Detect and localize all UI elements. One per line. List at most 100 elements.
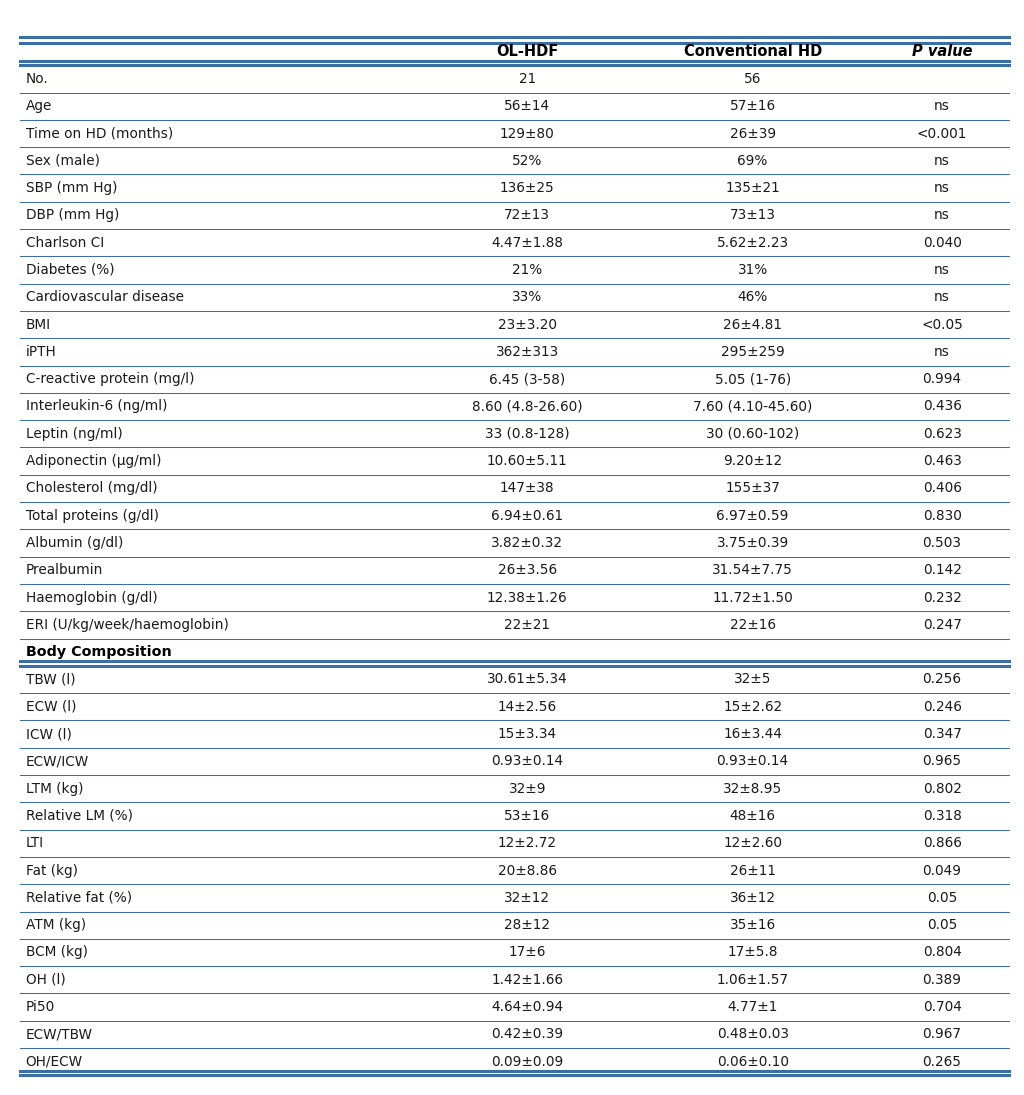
Text: 135±21: 135±21 [725,181,780,195]
Text: BMI: BMI [26,318,51,332]
Text: 7.60 (4.10-45.60): 7.60 (4.10-45.60) [693,400,812,414]
Text: 0.42±0.39: 0.42±0.39 [492,1027,563,1041]
Text: 11.72±1.50: 11.72±1.50 [713,590,793,604]
Text: C-reactive protein (mg/l): C-reactive protein (mg/l) [26,372,195,387]
Text: 15±2.62: 15±2.62 [723,700,782,714]
Text: 6.97±0.59: 6.97±0.59 [717,509,788,522]
Text: 0.040: 0.040 [923,235,962,250]
Text: OH/ECW: OH/ECW [26,1054,83,1069]
Text: 56±14: 56±14 [504,100,551,113]
Text: 0.265: 0.265 [923,1054,962,1069]
Text: Body Composition: Body Composition [26,645,171,659]
Text: 0.049: 0.049 [923,864,962,877]
Text: 5.62±2.23: 5.62±2.23 [717,235,788,250]
Text: 73±13: 73±13 [730,208,775,222]
Text: 4.64±0.94: 4.64±0.94 [492,1000,563,1014]
Text: Time on HD (months): Time on HD (months) [26,127,173,140]
Text: 33%: 33% [512,290,543,304]
Text: Prealbumin: Prealbumin [26,563,103,577]
Text: 3.75±0.39: 3.75±0.39 [717,535,788,550]
Text: OL-HDF: OL-HDF [497,44,558,59]
Text: 0.93±0.14: 0.93±0.14 [492,754,563,769]
Text: 15±3.34: 15±3.34 [498,727,557,741]
Text: 12±2.60: 12±2.60 [723,837,782,850]
Text: 33 (0.8-128): 33 (0.8-128) [485,427,569,441]
Text: 0.967: 0.967 [923,1027,962,1041]
Text: Diabetes (%): Diabetes (%) [26,263,115,277]
Text: 6.45 (3-58): 6.45 (3-58) [489,372,565,387]
Text: DBP (mm Hg): DBP (mm Hg) [26,208,119,222]
Text: 17±6: 17±6 [509,945,546,959]
Text: 295±259: 295±259 [721,345,784,359]
Text: 72±13: 72±13 [505,208,550,222]
Text: 16±3.44: 16±3.44 [723,727,782,741]
Text: 0.463: 0.463 [923,454,962,468]
Text: 0.06±0.10: 0.06±0.10 [717,1054,788,1069]
Text: 14±2.56: 14±2.56 [498,700,557,714]
Text: <0.05: <0.05 [922,318,963,332]
Text: Charlson CI: Charlson CI [26,235,103,250]
Text: 6.94±0.61: 6.94±0.61 [492,509,563,522]
Text: LTI: LTI [26,837,44,850]
Text: 20±8.86: 20±8.86 [498,864,557,877]
Text: 28±12: 28±12 [505,918,550,932]
Text: Conventional HD: Conventional HD [683,44,822,59]
Text: SBP (mm Hg): SBP (mm Hg) [26,181,117,195]
Text: 26±11: 26±11 [730,864,775,877]
Text: ICW (l): ICW (l) [26,727,72,741]
Text: 147±38: 147±38 [500,482,555,495]
Text: Relative LM (%): Relative LM (%) [26,809,132,823]
Text: ATM (kg): ATM (kg) [26,918,86,932]
Text: 0.05: 0.05 [927,891,957,904]
Text: 0.623: 0.623 [923,427,962,441]
Text: 0.965: 0.965 [923,754,962,769]
Text: 0.704: 0.704 [923,1000,962,1014]
Text: ns: ns [934,181,950,195]
Text: ns: ns [934,263,950,277]
Text: 17±5.8: 17±5.8 [727,945,778,959]
Text: 0.994: 0.994 [923,372,962,387]
Text: 53±16: 53±16 [504,809,551,823]
Text: ns: ns [934,345,950,359]
Text: Interleukin-6 (ng/ml): Interleukin-6 (ng/ml) [26,400,167,414]
Text: 4.47±1.88: 4.47±1.88 [492,235,563,250]
Text: 0.503: 0.503 [923,535,962,550]
Text: 0.48±0.03: 0.48±0.03 [717,1027,788,1041]
Text: 0.866: 0.866 [923,837,962,850]
Text: No.: No. [26,72,48,85]
Text: 0.436: 0.436 [923,400,962,414]
Text: TBW (l): TBW (l) [26,672,75,687]
Text: ECW (l): ECW (l) [26,700,76,714]
Text: 31.54±7.75: 31.54±7.75 [713,563,793,577]
Text: 32±5: 32±5 [734,672,771,687]
Text: Adiponectin (μg/ml): Adiponectin (μg/ml) [26,454,161,468]
Text: 4.77±1: 4.77±1 [727,1000,778,1014]
Text: 26±4.81: 26±4.81 [723,318,782,332]
Text: 155±37: 155±37 [725,482,780,495]
Text: 0.232: 0.232 [923,590,962,604]
Text: P value: P value [911,44,973,59]
Text: 57±16: 57±16 [729,100,776,113]
Text: 56: 56 [744,72,761,85]
Text: ECW/TBW: ECW/TBW [26,1027,92,1041]
Text: ns: ns [934,100,950,113]
Text: 0.09±0.09: 0.09±0.09 [492,1054,563,1069]
Text: 0.142: 0.142 [923,563,962,577]
Text: 30 (0.60-102): 30 (0.60-102) [706,427,800,441]
Text: 48±16: 48±16 [730,809,775,823]
Text: 1.06±1.57: 1.06±1.57 [717,972,788,987]
Text: iPTH: iPTH [26,345,56,359]
Text: 9.20±12: 9.20±12 [723,454,782,468]
Text: Sex (male): Sex (male) [26,153,99,168]
Text: 0.05: 0.05 [927,918,957,932]
Text: Cardiovascular disease: Cardiovascular disease [26,290,183,304]
Text: 0.247: 0.247 [923,618,962,632]
Text: Haemoglobin (g/dl): Haemoglobin (g/dl) [26,590,158,604]
Text: 136±25: 136±25 [500,181,555,195]
Text: 0.802: 0.802 [923,782,962,796]
Text: Albumin (g/dl): Albumin (g/dl) [26,535,123,550]
Text: 31%: 31% [737,263,768,277]
Text: 0.318: 0.318 [923,809,962,823]
Text: 0.347: 0.347 [923,727,962,741]
Text: ECW/ICW: ECW/ICW [26,754,89,769]
